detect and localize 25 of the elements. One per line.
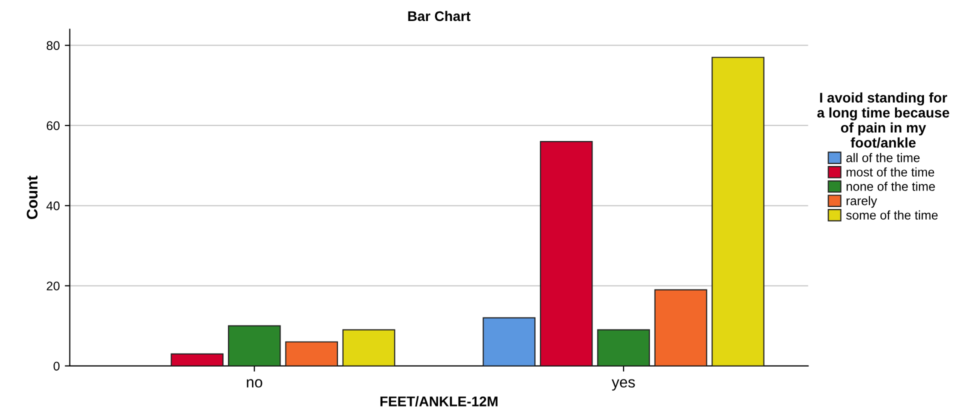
bar bbox=[170, 353, 224, 366]
legend-label: rarely bbox=[846, 196, 878, 208]
chart-title: Bar Chart bbox=[408, 10, 470, 22]
y-tick-label: 40 bbox=[46, 201, 60, 210]
bar bbox=[654, 289, 708, 366]
bar bbox=[540, 140, 593, 366]
legend-label: none of the time bbox=[846, 182, 935, 191]
bar bbox=[228, 325, 281, 366]
legend-title: I avoid standing for a long time because of pain in my foot/ankle bbox=[817, 92, 950, 148]
legend-label: all of the time bbox=[846, 153, 920, 162]
bar bbox=[285, 341, 338, 366]
bar bbox=[712, 56, 764, 366]
x-axis-title: FEET/ANKLE-12M bbox=[380, 396, 498, 406]
y-tick-label: 80 bbox=[46, 41, 60, 50]
bar bbox=[342, 329, 396, 366]
legend-label: some of the time bbox=[846, 210, 938, 220]
x-tick-label: yes bbox=[612, 379, 635, 391]
x-tick-label: no bbox=[246, 379, 262, 388]
bar bbox=[597, 329, 650, 366]
y-tick-label: 60 bbox=[46, 121, 60, 130]
bar bbox=[482, 317, 536, 366]
y-tick-label: 20 bbox=[46, 282, 60, 290]
y-tick-label: 0 bbox=[54, 362, 60, 371]
legend-label: most of the time bbox=[846, 167, 934, 177]
y-axis-title: Count bbox=[26, 176, 38, 220]
